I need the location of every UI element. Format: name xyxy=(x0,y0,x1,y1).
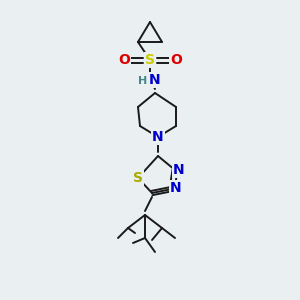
Text: N: N xyxy=(149,73,161,87)
Text: S: S xyxy=(133,171,143,185)
Text: H: H xyxy=(138,76,148,86)
Text: N: N xyxy=(173,163,185,177)
Text: O: O xyxy=(118,53,130,67)
Text: N: N xyxy=(152,130,164,144)
Text: O: O xyxy=(170,53,182,67)
Text: S: S xyxy=(145,53,155,67)
Text: N: N xyxy=(170,181,182,195)
